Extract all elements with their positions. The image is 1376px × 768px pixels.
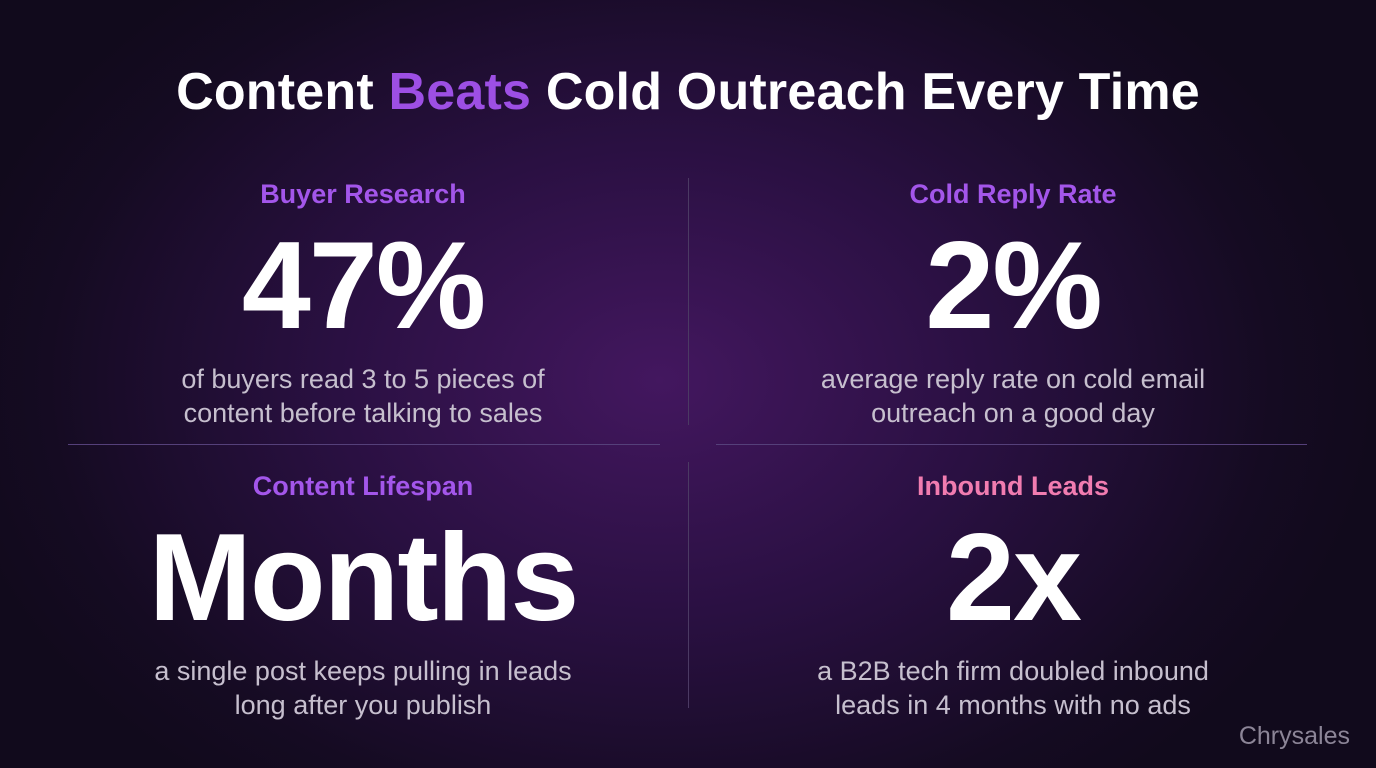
description-line: content before talking to sales: [183, 398, 543, 428]
stat-card: Inbound Leads 2x a B2B tech firm doubled i…: [688, 468, 1338, 722]
title-part: Cold Outreach Every Time: [531, 63, 1200, 121]
description-line: a B2B tech firm doubled inbound: [817, 656, 1209, 686]
divider: [688, 178, 689, 425]
description-line: average reply rate on cold email: [820, 364, 1206, 394]
description-line: leads in 4 months with no ads: [835, 690, 1191, 720]
stat-label: Cold Reply Rate: [909, 179, 1117, 209]
description-line: outreach on a good day: [871, 398, 1155, 428]
stat-value: 2x: [946, 509, 1082, 647]
title: Content Beats Cold Outreach Every Time: [0, 62, 1376, 122]
stat-card: Buyer Research 47% of buyers read 3 to 5 p…: [38, 176, 688, 430]
stat-value: 47%: [241, 217, 486, 355]
title-part: Content: [176, 63, 389, 121]
stat-card: Cold Reply Rate 2% average reply rate on c…: [688, 176, 1338, 430]
divider: [688, 462, 689, 708]
description-line: long after you publish: [234, 690, 492, 720]
title-highlight: Beats: [388, 63, 532, 121]
stat-label: Content Lifespan: [252, 471, 474, 501]
stat-label: Inbound Leads: [917, 471, 1109, 501]
brand: Chrysales: [1238, 722, 1350, 750]
stat-description: a B2B tech firm doubled inbound leads in …: [688, 654, 1338, 722]
stat-value: 2%: [925, 217, 1102, 355]
stat-description: a single post keeps pulling in leads long…: [38, 654, 688, 722]
divider: [716, 444, 1307, 445]
stat-description: average reply rate on cold email outreach…: [688, 362, 1338, 430]
stat-label: Buyer Research: [260, 179, 466, 209]
divider: [68, 444, 660, 445]
stat-value: Months: [148, 509, 580, 647]
description-line: of buyers read 3 to 5 pieces of: [181, 364, 545, 394]
description-line: a single post keeps pulling in leads: [154, 656, 572, 686]
stat-description: of buyers read 3 to 5 pieces of content b…: [38, 362, 688, 430]
stat-card: Content Lifespan Months a single post keep…: [38, 468, 688, 722]
